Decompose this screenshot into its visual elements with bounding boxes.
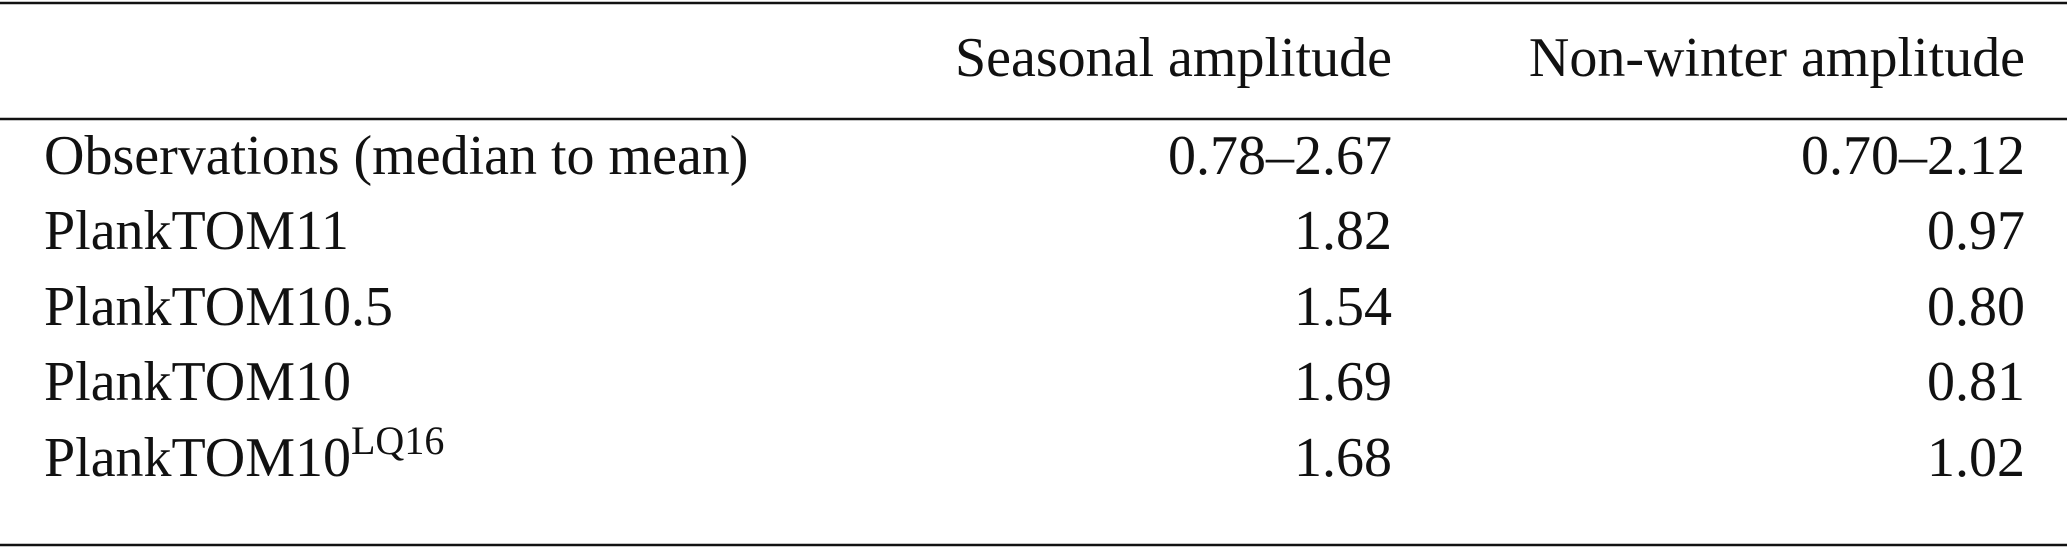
column-header: Non-winter amplitude xyxy=(1529,27,2025,89)
cell: 0.80 xyxy=(1927,276,2025,338)
cell: 0.81 xyxy=(1927,351,2025,413)
row-label-text: PlankTOM10 xyxy=(44,351,351,413)
row-label: PlankTOM10 xyxy=(44,351,351,413)
row-label: PlankTOM11 xyxy=(44,200,349,262)
cell: 1.69 xyxy=(1294,351,1392,413)
cell: 0.70–2.12 xyxy=(1801,125,2025,187)
cell: 0.97 xyxy=(1927,200,2025,262)
row-label-text: Observations (median to mean) xyxy=(44,125,748,187)
row-label: Observations (median to mean) xyxy=(44,125,748,187)
cell: 1.82 xyxy=(1294,200,1392,262)
row-label-text: PlankTOM10.5 xyxy=(44,276,393,338)
column-header: Seasonal amplitude xyxy=(955,27,1392,89)
row-label: PlankTOM10LQ16 xyxy=(44,418,444,489)
row-label-text: PlankTOM11 xyxy=(44,200,349,262)
cell: 1.54 xyxy=(1294,276,1392,338)
cell: 1.68 xyxy=(1294,427,1392,489)
cell: 1.02 xyxy=(1927,427,2025,489)
cell: 0.78–2.67 xyxy=(1168,125,1392,187)
row-label-text: PlankTOM10 xyxy=(44,427,351,489)
row-label: PlankTOM10.5 xyxy=(44,276,393,338)
superscript: LQ16 xyxy=(351,418,444,463)
